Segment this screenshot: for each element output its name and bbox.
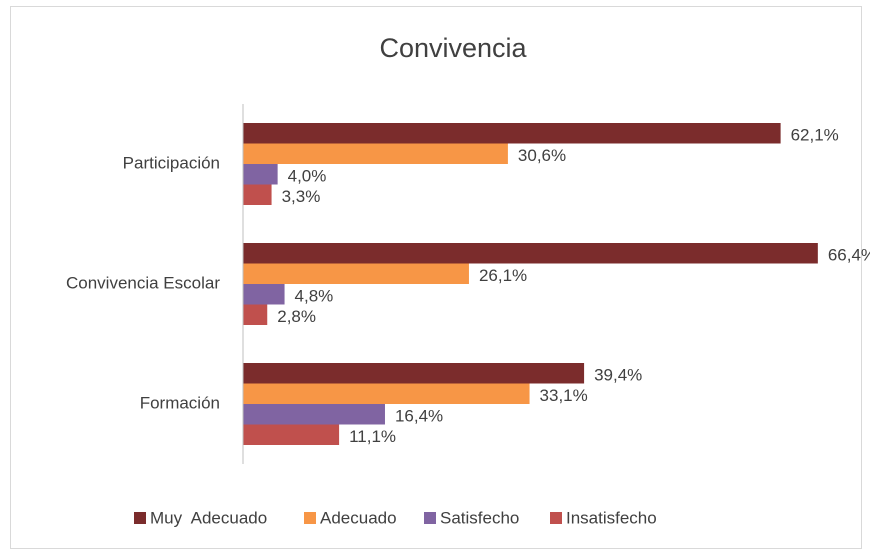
bar <box>243 243 818 264</box>
legend-label: Satisfecho <box>440 508 519 527</box>
data-label: 16,4% <box>395 407 443 426</box>
bar <box>243 263 469 284</box>
data-label: 66,4% <box>828 246 870 265</box>
data-label: 11,1% <box>349 427 396 446</box>
data-label: 3,3% <box>282 187 321 206</box>
legend-label: Adecuado <box>320 508 397 527</box>
legend-label: Insatisfecho <box>566 508 657 527</box>
bar <box>243 164 278 185</box>
bar <box>243 143 508 164</box>
bar <box>243 383 530 404</box>
y-tick-label: Formación <box>140 393 220 412</box>
data-label: 33,1% <box>540 386 588 405</box>
data-label: 39,4% <box>594 366 642 385</box>
legend-swatch <box>550 512 562 524</box>
data-label: 4,0% <box>288 167 327 186</box>
bar <box>243 284 285 305</box>
data-label: 26,1% <box>479 266 527 285</box>
bar <box>243 363 585 384</box>
y-tick-label: Convivencia Escolar <box>66 273 220 292</box>
bar <box>243 184 272 205</box>
legend-label: Muy Adecuado <box>150 508 267 527</box>
data-label: 30,6% <box>518 146 566 165</box>
legend-swatch <box>424 512 436 524</box>
bar <box>243 404 385 425</box>
y-tick-label: Participación <box>123 153 220 172</box>
data-label: 4,8% <box>295 287 334 306</box>
chart-title: Convivencia <box>379 33 527 63</box>
legend-swatch <box>304 512 316 524</box>
bar <box>243 304 268 325</box>
data-label: 2,8% <box>277 307 316 326</box>
legend-swatch <box>134 512 146 524</box>
bar <box>243 424 340 445</box>
bar <box>243 123 781 144</box>
data-label: 62,1% <box>791 126 839 145</box>
